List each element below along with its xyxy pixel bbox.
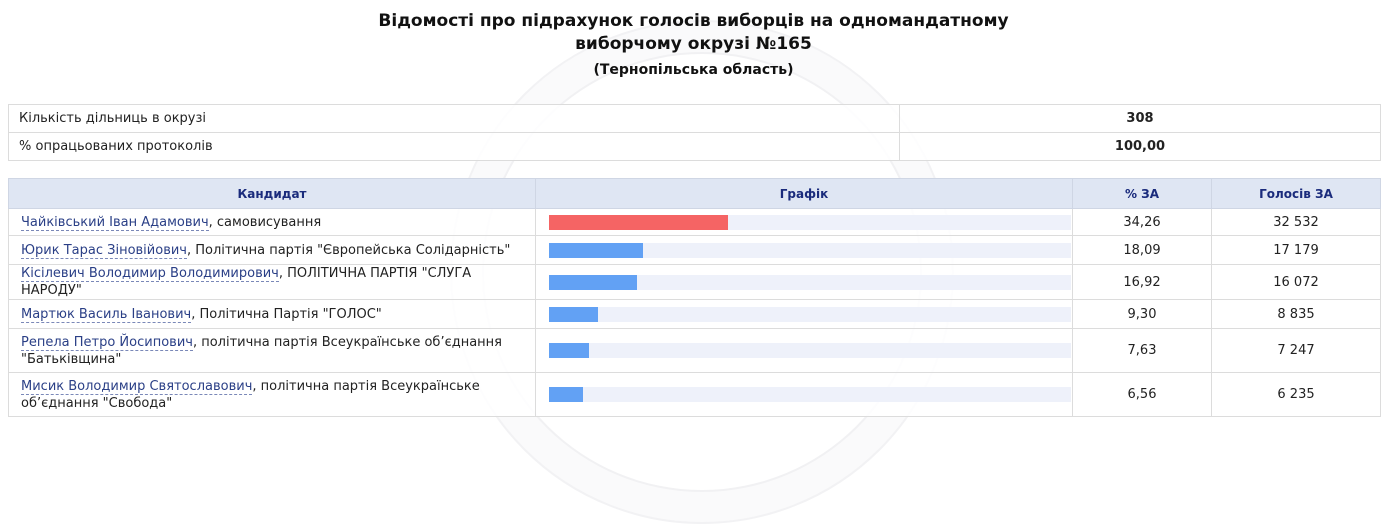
vote-bar-track (549, 274, 1071, 290)
vote-bar (549, 274, 638, 290)
page-title-line2: виборчому окрузі №165 (575, 34, 812, 54)
summary-table: Кількість дільниць в окрузі 308 % опраць… (8, 104, 1381, 161)
candidate-cell: Мисик Володимир Святославович, політична… (8, 372, 536, 417)
vote-bar (549, 214, 728, 230)
table-row: Репела Петро Йосипович, політична партія… (8, 328, 1381, 373)
percent-cell: 6,56 (1072, 372, 1212, 417)
candidate-name-link[interactable]: Репела Петро Йосипович (21, 334, 193, 351)
results-header-row: Кандидат Графік % ЗА Голосів ЗА (8, 178, 1381, 209)
chart-cell (535, 328, 1073, 373)
candidate-cell: Чайківський Іван Адамович, самовисування (8, 208, 536, 236)
percent-cell: 34,26 (1072, 208, 1212, 236)
votes-cell: 17 179 (1211, 235, 1381, 265)
candidate-cell: Мартюк Василь Іванович, Політична Партія… (8, 299, 536, 329)
candidate-party: , Політична Партія "ГОЛОС" (191, 306, 382, 322)
candidate-cell: Юрик Тарас Зіновійович, Політична партія… (8, 235, 536, 265)
candidate-party: , самовисування (208, 214, 322, 230)
votes-cell: 8 835 (1211, 299, 1381, 329)
vote-bar-track (549, 214, 1071, 230)
candidate-name-link[interactable]: Юрик Тарас Зіновійович (21, 242, 187, 259)
percent-cell: 18,09 (1072, 235, 1212, 265)
chart-cell (535, 235, 1073, 265)
column-header-candidate[interactable]: Кандидат (8, 178, 536, 209)
column-header-votes[interactable]: Голосів ЗА (1211, 178, 1381, 209)
table-row: Чайківський Іван Адамович, самовисування… (8, 208, 1381, 236)
percent-cell: 16,92 (1072, 264, 1212, 300)
vote-bar-track (549, 306, 1071, 322)
candidate-cell: Кісілевич Володимир Володимирович, ПОЛІТ… (8, 264, 536, 300)
candidate-cell: Репела Петро Йосипович, політична партія… (8, 328, 536, 373)
votes-cell: 16 072 (1211, 264, 1381, 300)
vote-bar-track (549, 387, 1071, 402)
chart-cell (535, 264, 1073, 300)
chart-cell (535, 208, 1073, 236)
percent-cell: 9,30 (1072, 299, 1212, 329)
page-title-line1: Відомості про підрахунок голосів виборці… (378, 11, 1009, 31)
vote-bar-track (549, 242, 1071, 258)
percent-cell: 7,63 (1072, 328, 1212, 373)
vote-bar (549, 242, 644, 258)
table-row: Кісілевич Володимир Володимирович, ПОЛІТ… (8, 264, 1381, 300)
candidate-party: , ПОЛІТИЧНА ПАРТІЯ "СЛУГА НАРОДУ" (21, 266, 472, 298)
vote-bar (549, 343, 589, 358)
column-header-percent[interactable]: % ЗА (1072, 178, 1212, 209)
candidate-name-link[interactable]: Чайківський Іван Адамович (21, 214, 209, 231)
table-row: Юрик Тарас Зіновійович, Політична партія… (8, 235, 1381, 265)
chart-cell (535, 299, 1073, 329)
candidate-name-link[interactable]: Мисик Володимир Святославович (21, 378, 253, 395)
summary-label: % опрацьованих протоколів (8, 132, 900, 161)
results-body: Чайківський Іван Адамович, самовисування… (8, 208, 1381, 417)
vote-bar-track (549, 343, 1071, 358)
candidate-name-link[interactable]: Мартюк Василь Іванович (21, 306, 192, 323)
column-header-chart[interactable]: Графік (535, 178, 1073, 209)
summary-row-protocols: % опрацьованих протоколів 100,00 (8, 132, 1381, 161)
summary-label: Кількість дільниць в окрузі (8, 104, 900, 133)
table-row: Мисик Володимир Святославович, політична… (8, 372, 1381, 417)
page-title: Відомості про підрахунок голосів виборці… (0, 10, 1387, 56)
results-table: Кандидат Графік % ЗА Голосів ЗА Чайківсь… (8, 178, 1381, 417)
candidate-name-link[interactable]: Кісілевич Володимир Володимирович (21, 266, 279, 282)
candidate-party: , Політична партія "Європейська Солідарн… (187, 242, 511, 258)
votes-cell: 6 235 (1211, 372, 1381, 417)
vote-bar (549, 387, 584, 402)
vote-bar (549, 306, 598, 322)
region-subtitle: (Тернопільська область) (593, 62, 794, 78)
summary-value: 100,00 (899, 132, 1381, 161)
votes-cell: 32 532 (1211, 208, 1381, 236)
summary-value: 308 (899, 104, 1381, 133)
chart-cell (535, 372, 1073, 417)
votes-cell: 7 247 (1211, 328, 1381, 373)
summary-row-stations: Кількість дільниць в окрузі 308 (8, 104, 1381, 133)
table-row: Мартюк Василь Іванович, Політична Партія… (8, 299, 1381, 329)
candidate-party: , політична партія Всеукраїнське об’єдна… (21, 334, 502, 367)
